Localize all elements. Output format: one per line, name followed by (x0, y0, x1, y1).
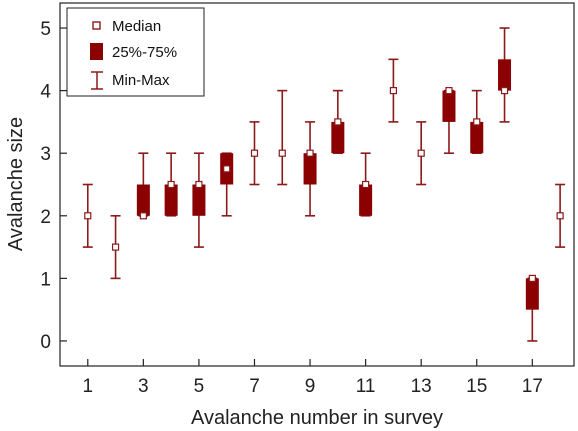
box-plot-item (192, 152, 206, 248)
y-tick-label: 4 (40, 82, 51, 103)
median-marker (417, 149, 425, 157)
y-tick-label: 3 (40, 144, 51, 165)
median-marker (167, 180, 175, 189)
x-tick-label: 5 (194, 376, 205, 397)
box-plot-item (388, 58, 399, 123)
x-axis-title: Avalanche number in survey (191, 407, 443, 429)
x-tick-label: 11 (356, 376, 376, 397)
box-series (82, 27, 566, 342)
x-tick-label: 7 (249, 376, 260, 397)
x-tick-label: 17 (522, 376, 543, 397)
plot-frame (59, 2, 575, 367)
iqr-box (359, 184, 373, 216)
y-axis-title: Avalanche size (5, 117, 27, 251)
box-plot-item (555, 183, 566, 248)
box-plot-item (82, 183, 93, 248)
box-plot-item (525, 274, 539, 342)
legend-box-marker (90, 43, 103, 60)
iqr-box (470, 121, 484, 154)
iqr-box (442, 90, 456, 122)
box-plot-item (220, 152, 234, 217)
x-tick-label: 3 (138, 376, 149, 397)
box-plot-item (249, 121, 260, 186)
median-marker (445, 87, 453, 95)
box-plot-item (442, 87, 456, 155)
median-marker (111, 243, 120, 251)
x-tick-label: 15 (466, 376, 487, 397)
iqr-box (303, 153, 317, 185)
median-marker (334, 118, 342, 126)
iqr-box (498, 59, 512, 91)
median-marker (195, 180, 203, 189)
box-plot-item (136, 152, 150, 220)
box-plot-item (470, 89, 484, 155)
x-tick-label: 13 (411, 376, 432, 397)
legend-range-marker (91, 71, 103, 90)
legend: Median 25%-75% Min-Max (66, 7, 205, 97)
median-marker (306, 149, 314, 157)
median-marker (500, 87, 509, 95)
iqr-box (192, 184, 206, 216)
legend-box (66, 7, 205, 97)
x-tick-label: 9 (305, 376, 316, 397)
box-plot-item (164, 152, 178, 217)
iqr-box (136, 184, 150, 216)
iqr-box (331, 121, 345, 154)
box-plot-item (110, 214, 121, 280)
median-marker (528, 274, 536, 282)
median-marker (250, 149, 259, 157)
box-plot-item (359, 152, 373, 217)
median-marker (139, 212, 147, 220)
y-tick-label: 1 (40, 269, 51, 290)
y-tick-label: 0 (40, 332, 51, 353)
box-plot-item (331, 89, 345, 155)
median-marker (278, 149, 286, 157)
y-tick-label: 2 (40, 207, 51, 228)
legend-box-label: 25%-75% (112, 44, 177, 61)
x-axis-ticks: 1 3 5 7 9 11 13 15 17 (82, 359, 543, 397)
y-tick-label: 5 (40, 19, 51, 40)
box-plot-item (416, 121, 427, 186)
box-plot-item (277, 89, 288, 186)
x-tick-label: 1 (82, 376, 93, 397)
median-marker (223, 165, 231, 173)
median-marker (473, 118, 481, 126)
y-axis-ticks: 0 1 2 3 4 5 (40, 19, 67, 353)
median-marker (84, 212, 92, 220)
median-marker (556, 212, 564, 220)
median-marker (389, 87, 398, 95)
legend-median-marker (92, 21, 101, 30)
median-marker (362, 180, 370, 189)
box-plot-item (498, 27, 512, 123)
legend-range-label: Min-Max (112, 72, 170, 89)
iqr-box (164, 184, 178, 216)
legend-median-label: Median (112, 18, 161, 35)
box-plot-item (303, 121, 317, 217)
iqr-box (525, 278, 539, 310)
